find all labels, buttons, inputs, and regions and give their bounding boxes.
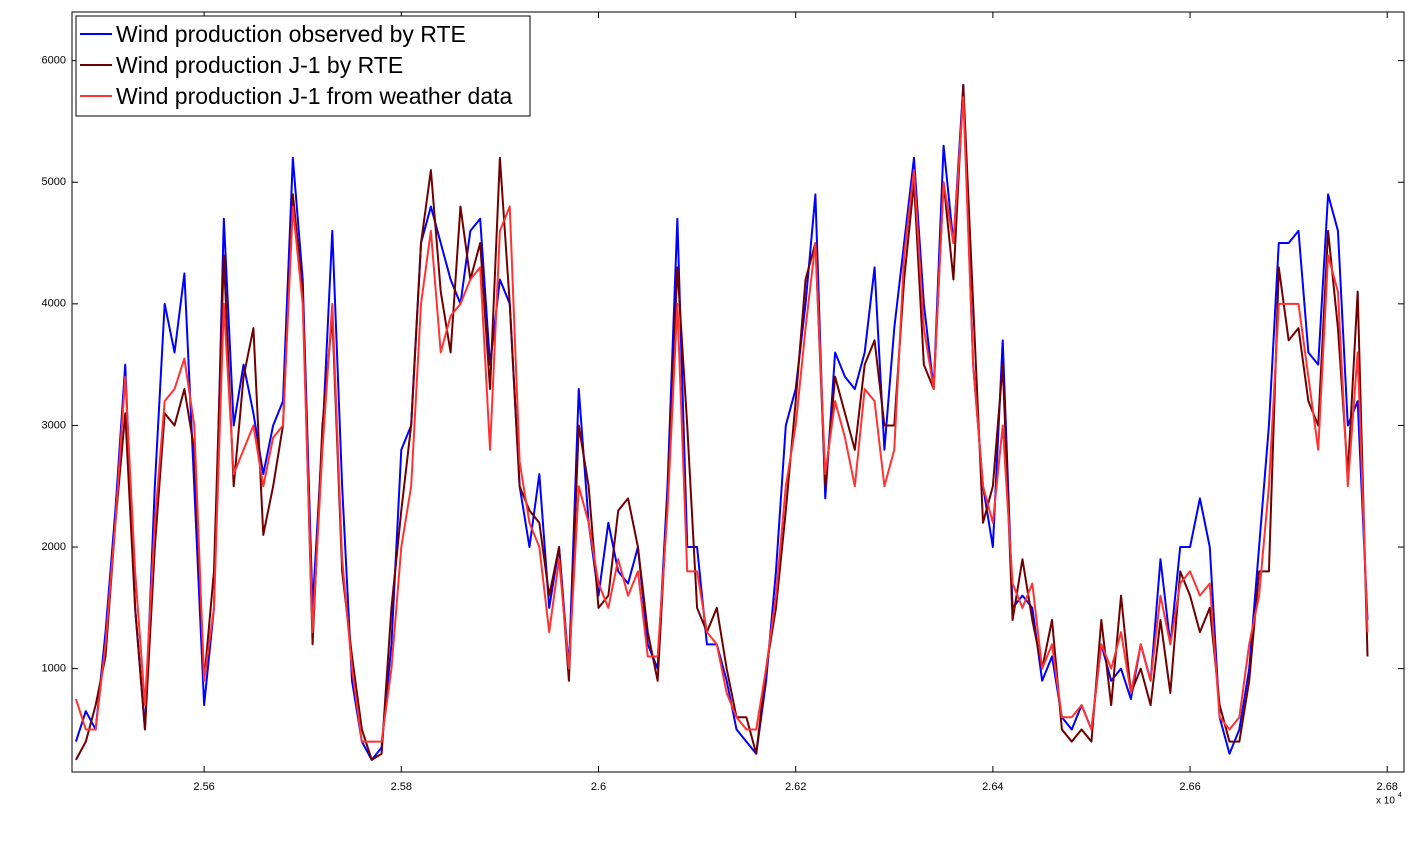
x-tick-label: 2.56 (193, 781, 214, 793)
x-tick-label: 2.68 (1377, 781, 1398, 793)
legend-label: Wind production observed by RTE (116, 21, 466, 47)
x-tick-label: 2.66 (1179, 781, 1200, 793)
y-tick-label: 4000 (42, 298, 66, 310)
y-tick-label: 6000 (42, 55, 66, 67)
legend: Wind production observed by RTE Wind prod… (75, 15, 531, 117)
legend-label: Wind production J-1 from weather data (116, 83, 513, 109)
x-tick-label: 2.64 (982, 781, 1003, 793)
legend-box (75, 15, 531, 117)
x-tick-label: 2.6 (591, 781, 606, 793)
legend-label: Wind production J-1 by RTE (116, 52, 403, 78)
x-multiplier: x 10 (1376, 796, 1395, 807)
series-line (74, 96, 1369, 743)
y-tick-label: 3000 (42, 419, 66, 431)
y-tick-label: 5000 (42, 176, 66, 188)
plot-area (71, 11, 1405, 773)
y-tick-label: 2000 (42, 541, 66, 553)
x-multiplier-exponent: 4 (1398, 792, 1402, 799)
x-tick-label: 2.58 (391, 781, 412, 793)
x-tick-label: 2.62 (785, 781, 806, 793)
y-tick-label: 1000 (42, 663, 66, 675)
